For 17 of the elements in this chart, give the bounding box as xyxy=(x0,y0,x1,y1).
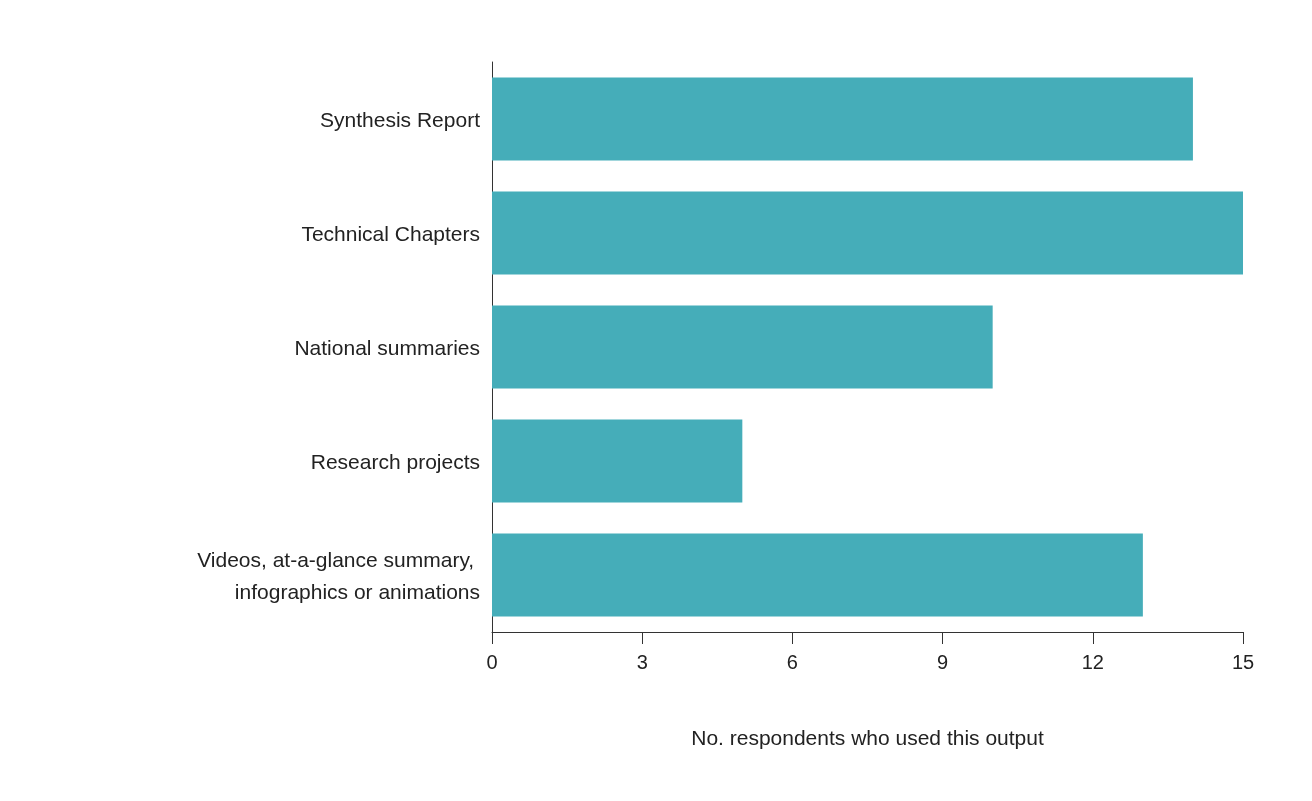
x-tick-label: 3 xyxy=(636,651,648,673)
y-tick-label: Research projects xyxy=(310,449,480,473)
bar xyxy=(492,191,1243,275)
y-tick-label: Synthesis Report xyxy=(320,107,481,131)
x-axis-title: No. respondents who used this output xyxy=(691,726,1044,749)
x-tick-label: 6 xyxy=(786,651,798,673)
x-tick-label: 9 xyxy=(937,651,949,673)
x-tick-label: 0 xyxy=(486,651,498,673)
y-tick-label: Technical Chapters xyxy=(301,221,480,245)
bar xyxy=(492,77,1193,161)
y-tick-label: Videos, at-a-glance summary, infographics or animations xyxy=(197,547,480,603)
bar xyxy=(492,419,743,503)
bar xyxy=(492,533,1143,617)
x-tick-label: 15 xyxy=(1231,651,1255,673)
bar xyxy=(492,305,993,389)
x-tick-label: 12 xyxy=(1081,651,1104,673)
y-tick-label: National summaries xyxy=(294,335,480,359)
